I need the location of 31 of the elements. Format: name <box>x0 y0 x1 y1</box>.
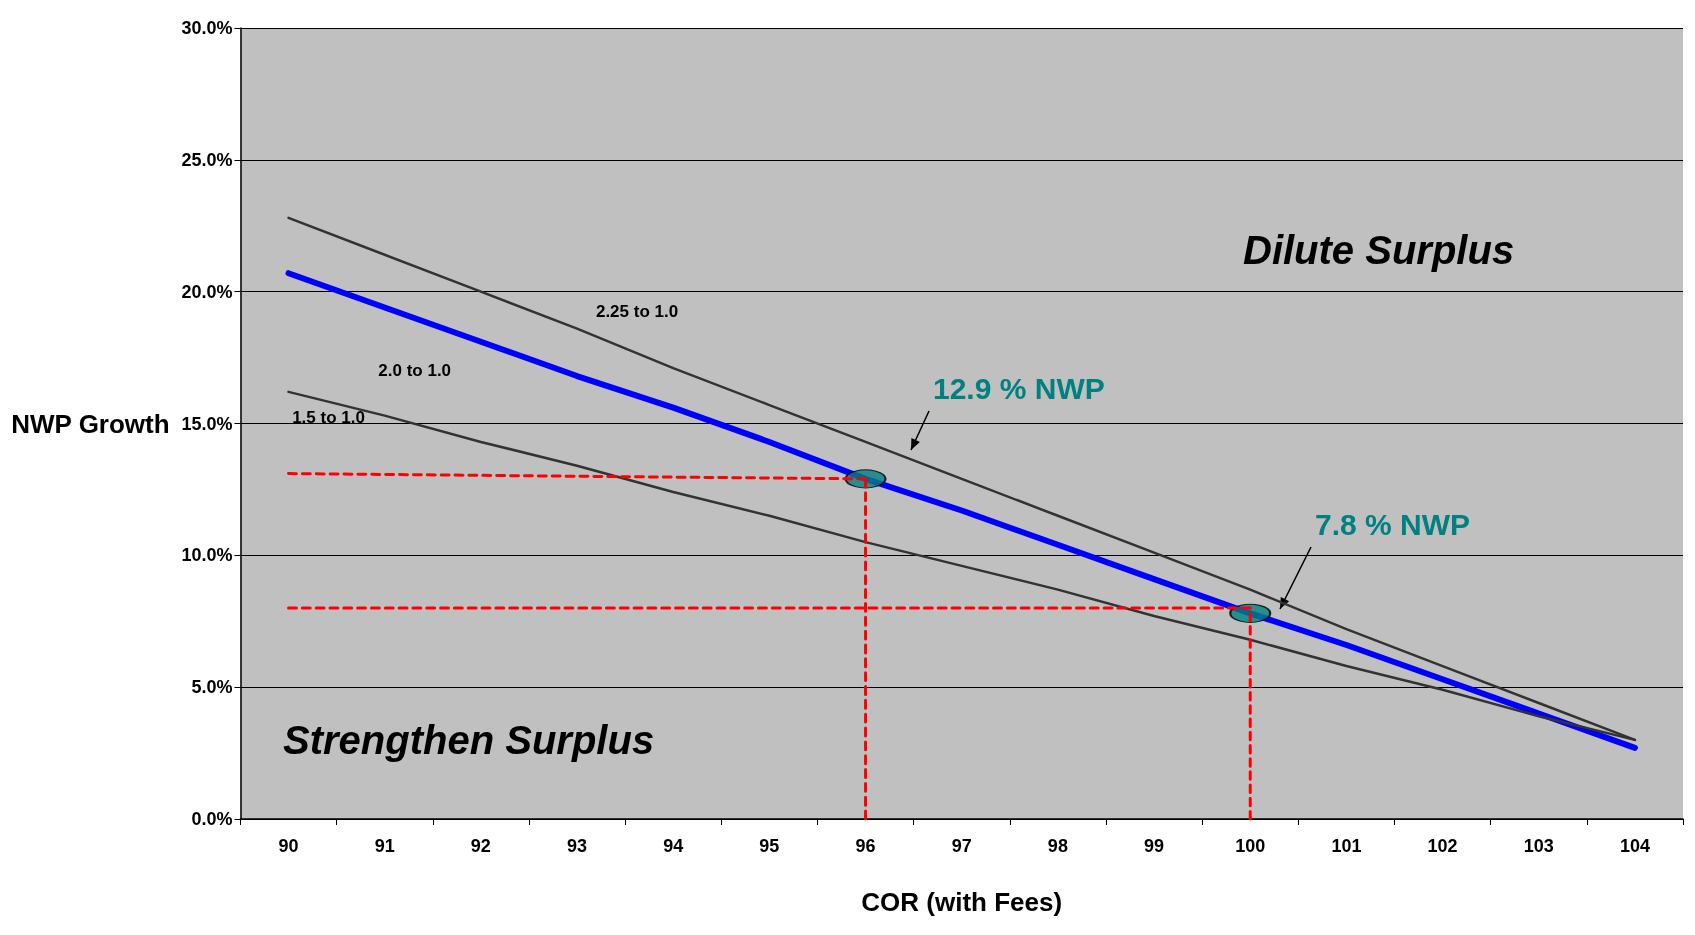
y-tick-label: 25.0% <box>181 149 233 170</box>
x-tick-label: 94 <box>663 836 684 856</box>
x-tick-label: 98 <box>1047 836 1068 856</box>
annotation: Strengthen Surplus <box>283 718 655 762</box>
x-tick-label: 96 <box>855 836 876 856</box>
x-tick-label: 99 <box>1144 836 1165 856</box>
x-tick-label: 92 <box>470 836 491 856</box>
series-label: 2.25 to 1.0 <box>595 301 679 321</box>
x-tick-label: 100 <box>1235 836 1266 856</box>
x-tick-label: 104 <box>1619 836 1650 856</box>
y-tick-label: 10.0% <box>181 545 233 566</box>
x-tick-label: 103 <box>1523 836 1554 856</box>
x-tick-label: 97 <box>951 836 972 856</box>
y-tick-label: 30.0% <box>181 18 233 38</box>
y-tick-label: 0.0% <box>191 809 233 829</box>
y-tick-label: 15.0% <box>181 413 233 434</box>
annotation: 12.9 % NWP <box>933 371 1105 405</box>
y-tick-label: 5.0% <box>191 677 233 698</box>
x-tick-label: 93 <box>567 836 588 856</box>
series-label: 2.0 to 1.0 <box>378 361 452 381</box>
annotation: Dilute Surplus <box>1243 228 1515 272</box>
x-tick-label: 101 <box>1331 836 1362 856</box>
y-axis-title: NWP Growth <box>11 408 170 439</box>
y-tick-label: 20.0% <box>181 281 233 302</box>
annotation: 7.8 % NWP <box>1315 507 1471 541</box>
x-tick-label: 95 <box>759 836 780 856</box>
series-label: 1.5 to 1.0 <box>292 407 365 427</box>
x-tick-label: 102 <box>1427 836 1458 856</box>
x-tick-label: 90 <box>278 836 299 856</box>
x-axis-title: COR (with Fees) <box>861 887 1063 917</box>
x-tick-label: 91 <box>374 836 395 856</box>
